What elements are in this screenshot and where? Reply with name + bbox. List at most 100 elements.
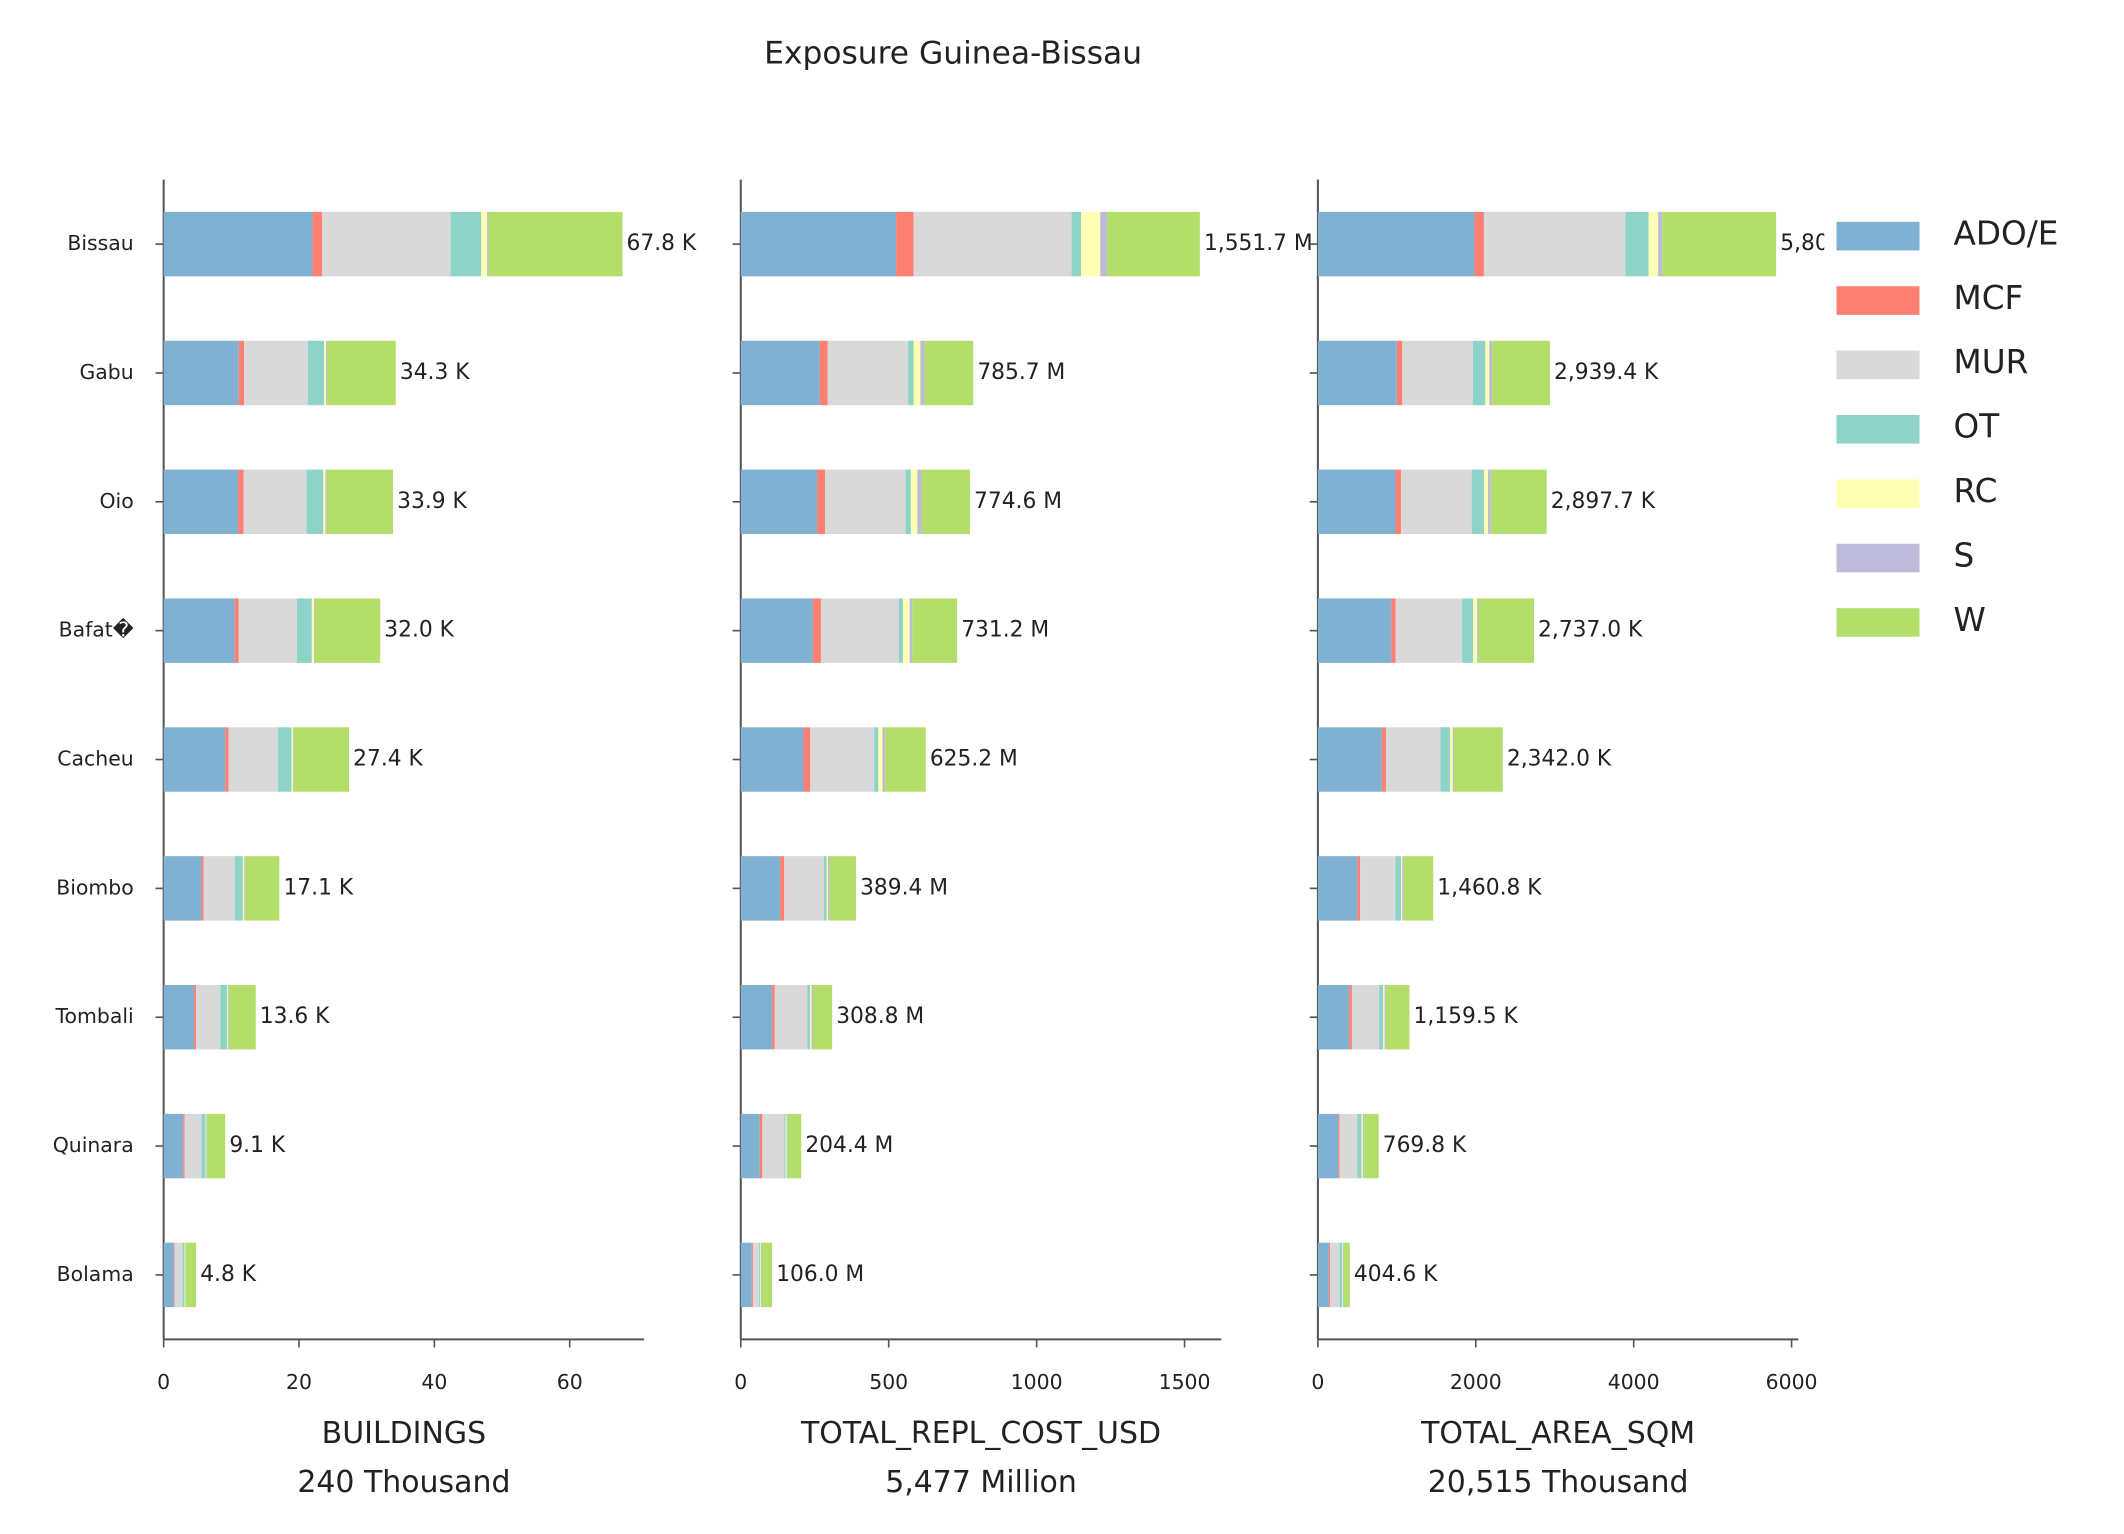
bar-segment [909,598,913,663]
bar-segment [913,211,1072,277]
value-label: 13.6 K [260,1004,330,1029]
bar-segment [812,598,821,663]
bar-segment [1071,211,1082,277]
bar-segment [1478,598,1534,663]
bar-segment [293,727,350,792]
bar-segment [1317,598,1392,663]
bar-segment [1454,727,1503,792]
bar-segment [898,598,903,663]
bar-segment [885,727,926,792]
bar-segment [740,469,818,535]
value-label: 9.1 K [229,1133,286,1158]
bar-segment [244,856,245,921]
x-tick-label: 0 [1311,1370,1324,1394]
bar-segment [829,856,856,921]
x-axis-label: 20,515 Thousand [1428,1465,1689,1500]
legend-label: S [1954,536,1975,574]
bar-segment [1471,469,1485,535]
bar-segment [326,469,394,535]
bar-segment [1625,211,1649,277]
bar-segment [762,1113,785,1179]
bar-segment [242,856,245,921]
bar-segment [1338,1113,1340,1179]
bar-segment [206,1113,207,1179]
bar-segment [1485,340,1490,406]
legend-swatch [1836,608,1920,637]
bar-segment [811,985,813,1050]
x-axis-label: 240 Thousand [297,1465,510,1500]
bar-segment [1492,340,1550,406]
bar-segment [163,469,239,535]
bar-segment [311,598,314,663]
bar-segment [740,985,773,1050]
bar-segment [819,340,828,406]
value-label: 404.6 K [1354,1262,1438,1287]
bar-segment [1402,340,1474,406]
legend-swatch [1836,221,1920,251]
bar-segment [759,1113,763,1179]
legend-swatch [1836,350,1920,380]
bar-segment [1384,985,1386,1050]
bar-segment [780,856,785,921]
bar-segment [1484,469,1489,535]
bar-segment [882,727,886,792]
bar-segment [238,469,244,535]
bar-segment [184,1242,186,1308]
bar-segment [1339,1242,1343,1308]
value-label: 785.7 M [977,360,1065,385]
bar-segment [322,211,451,277]
bar-segment [307,340,325,406]
bar-segment [825,469,906,535]
bar-segment [227,985,228,1050]
bar-segment [1349,985,1352,1050]
bar-segment [1662,211,1777,277]
x-tick-label: 500 [869,1370,908,1394]
bar-segment [1339,1113,1358,1179]
y-tick-label: Gabu [79,360,133,384]
bar-segment [163,340,239,406]
bar-segment [810,985,812,1050]
y-tick-label: Bissau [67,231,133,255]
bar-segment [163,1242,174,1308]
x-tick-label: 6000 [1766,1370,1818,1394]
bar-segment [784,1113,786,1179]
y-tick-label: Bolama [57,1262,134,1286]
value-label: 731.2 M [961,618,1049,643]
bar-segment [1658,211,1663,277]
bar-segment [1107,211,1200,277]
bar-segment [740,856,781,921]
bar-segment [784,856,824,921]
bar-segment [327,340,396,406]
bar-segment [761,1242,773,1308]
bar-segment [760,1242,761,1308]
bar-segment [1362,1113,1365,1179]
bar-segment [1081,211,1101,277]
bar-segment [772,985,775,1050]
bar-segment [323,469,326,535]
legend-label: RC [1954,472,1998,510]
bar-segment [1400,856,1403,921]
bar-segment [1342,1242,1343,1308]
bar-segment [1343,1242,1350,1308]
bar-segment [740,340,820,406]
y-tick-label: Cacheu [57,747,133,771]
bar-segment [227,985,229,1050]
bar-segment [1342,1242,1344,1308]
bar-segment [163,1113,184,1179]
x-tick-label: 0 [157,1370,170,1394]
x-axis-label: TOTAL_REPL_COST_USD [800,1416,1161,1451]
bar-segment [238,340,245,406]
bar-segment [234,598,239,663]
value-label: 625.2 M [930,747,1018,772]
bar-segment [206,1113,226,1179]
bar-segment [917,469,922,535]
x-tick-label: 0 [734,1370,747,1394]
value-label: 34.3 K [400,360,470,385]
bar-segment [1385,727,1441,792]
bar-segment [1317,211,1475,277]
bar-segment [823,856,827,921]
bar-segment [874,727,879,792]
bar-segment [1462,598,1474,663]
x-tick-label: 40 [421,1370,447,1394]
